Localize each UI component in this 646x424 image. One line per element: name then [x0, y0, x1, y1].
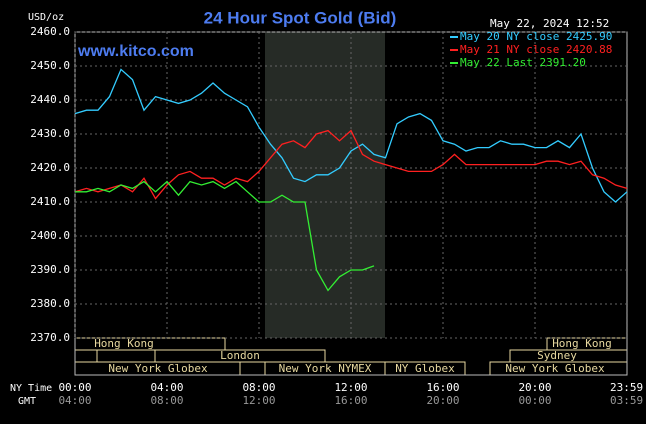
gmt-tick-label: 00:00 [518, 394, 551, 407]
y-tick-label: 2430.0 [30, 127, 70, 140]
session-label: Hong Kong [552, 337, 612, 350]
y-tick-label: 2400.0 [30, 229, 70, 242]
timestamp: May 22, 2024 12:52 [490, 17, 609, 30]
y-tick-label: 2420.0 [30, 161, 70, 174]
series-line [75, 180, 375, 292]
sessions: Hong Kong Hong Kong London Sydney New Yo… [74, 337, 628, 376]
series-line [74, 129, 628, 200]
y-unit: USD/oz [28, 12, 64, 23]
y-tick-label: 2440.0 [30, 93, 70, 106]
x-tick-label: 20:00 [518, 381, 551, 394]
x-row-label: NY Time [10, 383, 52, 394]
y-tick-label: 2450.0 [30, 59, 70, 72]
series-line [74, 68, 628, 203]
x-tick-label: 00:00 [58, 381, 91, 394]
gmt-tick-label: 03:59 [610, 394, 643, 407]
x-tick-label: 08:00 [242, 381, 275, 394]
y-tick-label: 2460.0 [30, 25, 70, 38]
nymex-shade [265, 32, 385, 338]
legend-label: May 20 NY close 2425.90 [460, 30, 612, 43]
session-label: Hong Kong [94, 337, 154, 350]
x-tick-label: 04:00 [150, 381, 183, 394]
session-label: New York Globex [505, 362, 605, 375]
y-tick-label: 2410.0 [30, 195, 70, 208]
x-tick-label: 23:59 [610, 381, 643, 394]
session-label: London [220, 349, 260, 362]
session-label: NY Globex [395, 362, 455, 375]
gmt-tick-label: 08:00 [150, 394, 183, 407]
watermark: www.kitco.com [77, 43, 194, 60]
x-tick-label: 12:00 [334, 381, 367, 394]
gmt-tick-label: 16:00 [334, 394, 367, 407]
y-tick-label: 2370.0 [30, 331, 70, 344]
legend-label: May 22 Last 2391.20 [460, 56, 586, 69]
session-label: New York NYMEX [279, 362, 372, 375]
legend-label: May 21 NY close 2420.88 [460, 43, 612, 56]
chart-title: 24 Hour Spot Gold (Bid) [204, 8, 397, 27]
session-label: Sydney [537, 349, 577, 362]
session-label: New York Globex [108, 362, 208, 375]
gmt-tick-label: 12:00 [242, 394, 275, 407]
gmt-tick-label: 20:00 [426, 394, 459, 407]
x-row-label: GMT [18, 396, 36, 407]
x-tick-label: 16:00 [426, 381, 459, 394]
gmt-tick-label: 04:00 [58, 394, 91, 407]
y-tick-label: 2380.0 [30, 297, 70, 310]
y-tick-label: 2390.0 [30, 263, 70, 276]
